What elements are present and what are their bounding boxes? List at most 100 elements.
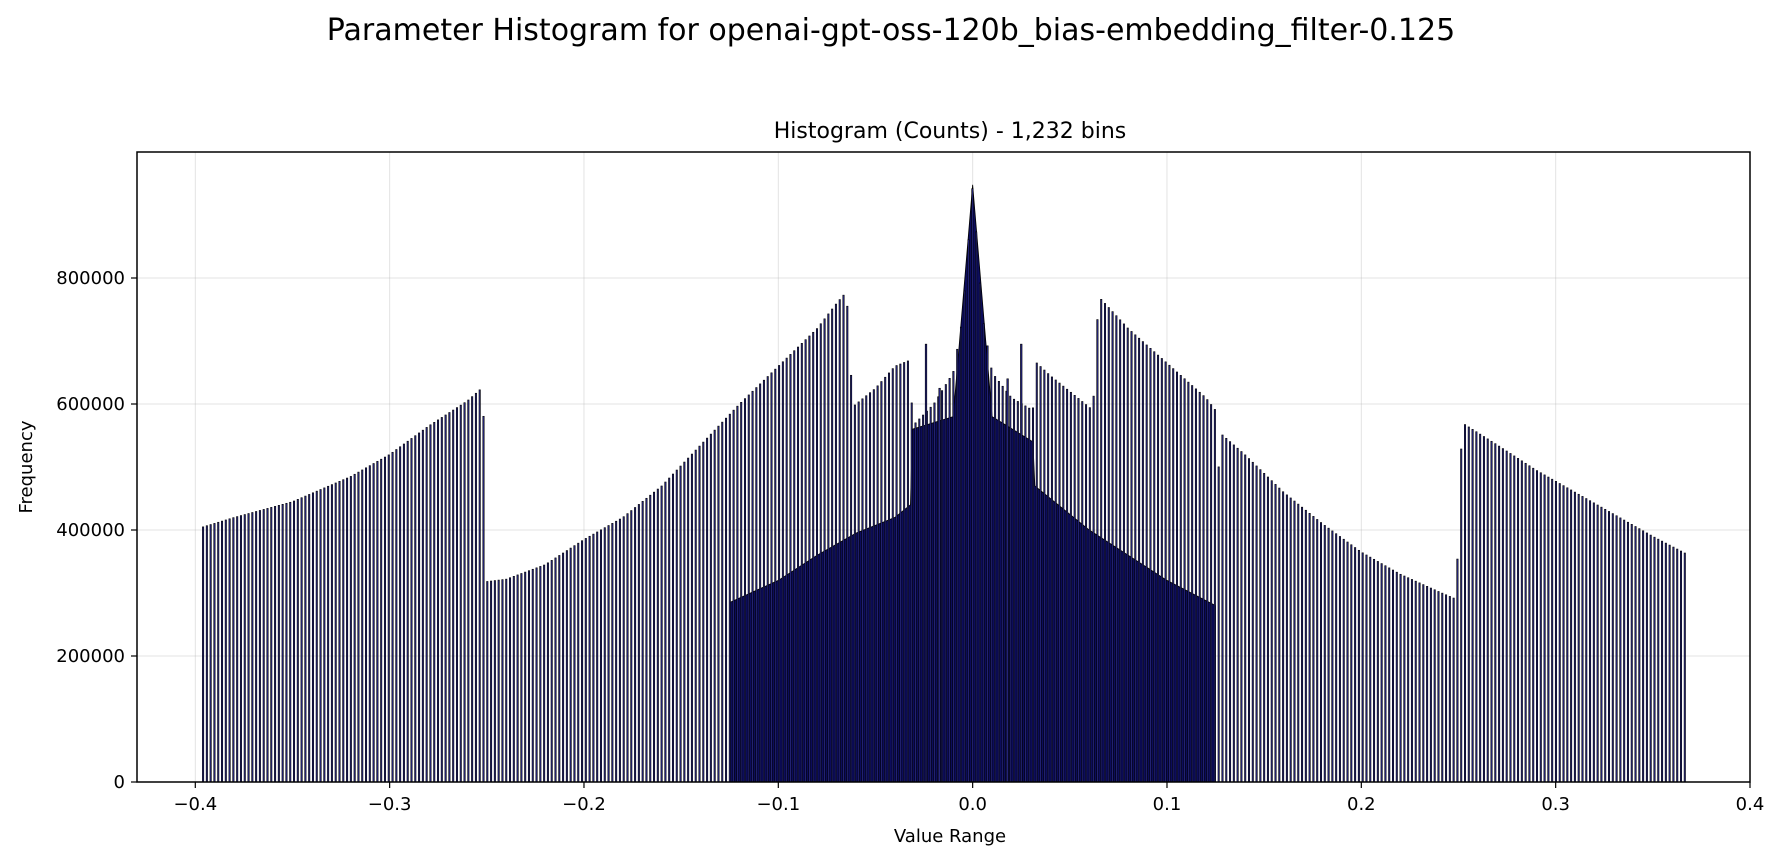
histogram-bar xyxy=(410,438,413,783)
histogram-bar xyxy=(380,458,383,783)
histogram-bar xyxy=(1338,536,1341,783)
histogram-bar xyxy=(668,477,671,783)
histogram-bar xyxy=(709,433,712,783)
histogram-bar xyxy=(270,507,273,783)
histogram-bar xyxy=(258,510,261,783)
histogram-bar xyxy=(1589,500,1592,783)
histogram-bar xyxy=(1331,530,1334,783)
histogram-bar xyxy=(558,555,561,783)
histogram-bar xyxy=(978,282,981,783)
x-axis-label: Value Range xyxy=(894,826,1006,847)
histogram-bar xyxy=(1316,519,1319,783)
y-tick-label: 600000 xyxy=(56,394,125,415)
histogram-bar xyxy=(399,446,402,783)
histogram-bar xyxy=(1346,541,1349,783)
histogram-bar xyxy=(418,432,421,783)
histogram-bar xyxy=(512,576,515,783)
histogram-bar xyxy=(1134,334,1137,783)
histogram-bar xyxy=(1566,487,1569,783)
histogram-bar xyxy=(1623,519,1626,783)
x-tick-label: 0.0 xyxy=(958,794,987,815)
histogram-bar xyxy=(1528,465,1531,783)
histogram-bar xyxy=(698,445,701,783)
histogram-bar xyxy=(759,383,762,783)
x-tick-label: 0.4 xyxy=(1736,794,1765,815)
histogram-bar xyxy=(228,518,231,783)
histogram-bar xyxy=(509,577,512,783)
histogram-bar xyxy=(721,421,724,783)
histogram-bar xyxy=(1558,483,1561,783)
x-tick-label: 0.1 xyxy=(1153,794,1182,815)
axis-ticks: −0.4 −0.3 −0.2 −0.1 0.0 0.1 0.2 0.3 0.4 0 200000 40… xyxy=(56,268,1764,815)
histogram-bar xyxy=(599,529,602,783)
histogram-bar xyxy=(440,417,443,783)
histogram-bar xyxy=(1024,405,1027,783)
histogram-bar xyxy=(1592,502,1595,783)
histogram-bar xyxy=(433,422,436,783)
histogram-bar xyxy=(948,378,951,783)
histogram-bar xyxy=(986,345,989,783)
histogram-bar xyxy=(277,505,280,783)
histogram-bar xyxy=(834,303,837,783)
histogram-bar xyxy=(1551,478,1554,783)
histogram-bar xyxy=(1414,580,1417,783)
histogram-bar xyxy=(1403,575,1406,783)
histogram-bar xyxy=(876,385,879,783)
histogram-bar xyxy=(1388,567,1391,783)
histogram-bar xyxy=(505,578,508,783)
x-tick-label: 0.3 xyxy=(1541,794,1570,815)
histogram-bar xyxy=(239,515,242,783)
histogram-bar xyxy=(501,579,504,783)
histogram-bar xyxy=(459,404,462,783)
histogram-bar xyxy=(1615,515,1618,783)
histogram-bar xyxy=(387,454,390,783)
histogram-bar xyxy=(743,398,746,783)
histogram-bar xyxy=(1395,571,1398,783)
histogram-bar xyxy=(1058,382,1061,783)
histogram-bar xyxy=(1210,404,1213,783)
histogram-bar xyxy=(990,367,993,783)
histogram-bar xyxy=(808,335,811,783)
histogram-bar xyxy=(1157,354,1160,783)
histogram-bar xyxy=(255,511,258,783)
histogram-bar xyxy=(887,372,890,783)
histogram-bar xyxy=(1054,379,1057,783)
histogram-bar xyxy=(493,580,496,783)
histogram-bar xyxy=(323,487,326,783)
histogram-bar xyxy=(1471,429,1474,783)
histogram-bar xyxy=(490,580,493,783)
histogram-bar xyxy=(232,517,235,783)
histogram-bar xyxy=(1225,437,1228,783)
histogram-bar xyxy=(679,465,682,783)
histogram-bar xyxy=(1016,401,1019,783)
histogram-bar xyxy=(1297,503,1300,783)
histogram-bar xyxy=(1520,460,1523,783)
histogram-bar xyxy=(1494,443,1497,783)
histogram-bar xyxy=(221,520,224,783)
histogram-bar xyxy=(274,506,277,783)
histogram-bar xyxy=(1509,453,1512,783)
histogram-bar xyxy=(785,357,788,783)
histogram-bar xyxy=(1043,369,1046,783)
histogram-bar xyxy=(1031,407,1034,783)
histogram-bar xyxy=(1278,487,1281,783)
histogram-bar xyxy=(1096,319,1099,783)
histogram-bar xyxy=(683,461,686,783)
histogram-bar xyxy=(296,499,299,783)
histogram-bar xyxy=(872,389,875,783)
histogram-bar xyxy=(793,350,796,783)
histogram-bar xyxy=(641,501,644,783)
histogram-bar xyxy=(311,492,314,783)
histogram-bar xyxy=(1649,534,1652,783)
histogram-bar xyxy=(1183,378,1186,783)
histogram-bar xyxy=(1570,489,1573,783)
histogram-bar xyxy=(1600,506,1603,783)
histogram-bar xyxy=(751,390,754,783)
histogram-bar xyxy=(1270,480,1273,783)
histogram-bar xyxy=(880,381,883,783)
histogram-bar xyxy=(1149,348,1152,783)
histogram-bar xyxy=(1312,516,1315,783)
histogram-bar xyxy=(1380,563,1383,783)
histogram-bar xyxy=(1547,476,1550,783)
